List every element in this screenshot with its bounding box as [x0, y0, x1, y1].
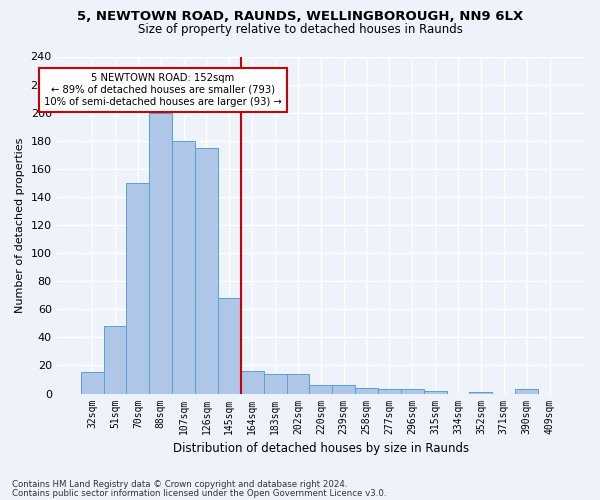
Bar: [469, 392, 493, 394]
X-axis label: Distribution of detached houses by size in Raunds: Distribution of detached houses by size …: [173, 442, 469, 455]
Text: 5 NEWTOWN ROAD: 152sqm
← 89% of detached houses are smaller (793)
10% of semi-de: 5 NEWTOWN ROAD: 152sqm ← 89% of detached…: [44, 74, 282, 106]
Bar: [287, 374, 310, 394]
Bar: [127, 183, 149, 394]
Text: 5, NEWTOWN ROAD, RAUNDS, WELLINGBOROUGH, NN9 6LX: 5, NEWTOWN ROAD, RAUNDS, WELLINGBOROUGH,…: [77, 10, 523, 23]
Bar: [515, 390, 538, 394]
Bar: [263, 374, 287, 394]
Bar: [401, 390, 424, 394]
Bar: [424, 390, 446, 394]
Y-axis label: Number of detached properties: Number of detached properties: [15, 138, 25, 312]
Bar: [80, 372, 104, 394]
Bar: [104, 326, 127, 394]
Bar: [172, 141, 195, 394]
Bar: [332, 385, 355, 394]
Bar: [378, 390, 401, 394]
Bar: [218, 298, 241, 394]
Bar: [355, 388, 378, 394]
Bar: [195, 148, 218, 394]
Text: Size of property relative to detached houses in Raunds: Size of property relative to detached ho…: [137, 22, 463, 36]
Text: Contains public sector information licensed under the Open Government Licence v3: Contains public sector information licen…: [12, 490, 386, 498]
Bar: [241, 371, 263, 394]
Bar: [310, 385, 332, 394]
Bar: [149, 112, 172, 394]
Text: Contains HM Land Registry data © Crown copyright and database right 2024.: Contains HM Land Registry data © Crown c…: [12, 480, 347, 489]
